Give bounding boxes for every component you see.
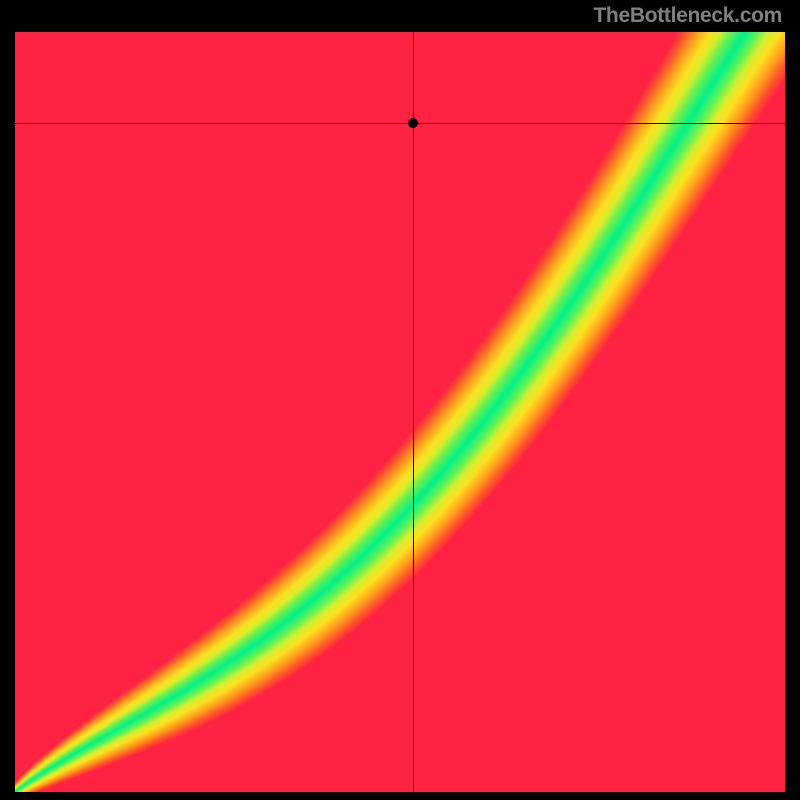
crosshair-horizontal-line	[15, 123, 785, 124]
crosshair-vertical-line	[413, 32, 414, 792]
bottleneck-heatmap	[15, 32, 785, 792]
crosshair-marker	[408, 118, 418, 128]
chart-container: TheBottleneck.com	[0, 0, 800, 800]
watermark-text: TheBottleneck.com	[593, 4, 782, 28]
